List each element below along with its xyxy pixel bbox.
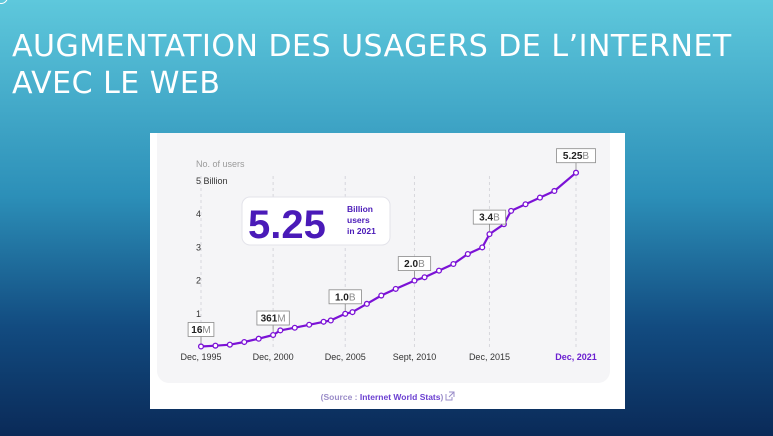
- data-point: [536, 194, 543, 201]
- data-point: [378, 292, 385, 299]
- data-point: [306, 321, 313, 328]
- data-point: [277, 327, 284, 334]
- x-tick-label: Dec, 1995: [180, 352, 221, 362]
- source-text: (Source : Internet World Stats): [321, 392, 444, 402]
- slide-title: AUGMENTATION DES USAGERS DE L’INTERNET A…: [12, 29, 732, 101]
- callout-label: 5.25B: [563, 151, 589, 162]
- chart-figure: No. of users 5 Billion 4 3 2 1 Dec, 1995 Dec, 2…: [150, 133, 625, 409]
- y-tick-label: 1: [196, 309, 201, 319]
- y-tick-label: 3: [196, 242, 201, 252]
- data-point: [197, 343, 205, 350]
- highlight-box: [241, 196, 391, 246]
- data-point: [349, 309, 356, 316]
- data-point: [435, 267, 443, 274]
- callout-box: [472, 209, 507, 225]
- callout-box: [328, 289, 362, 305]
- x-tick-label: Dec, 2021: [555, 352, 597, 362]
- y-tick-label: 4: [196, 209, 201, 219]
- callout-box: [187, 322, 215, 337]
- data-point: [392, 285, 399, 292]
- x-tick-label: Dec, 2000: [253, 352, 294, 362]
- data-point: [291, 324, 298, 331]
- data-point: [486, 231, 493, 238]
- data-point: [421, 274, 428, 281]
- data-point: [450, 260, 457, 268]
- y-tick-label: 5 Billion: [196, 176, 228, 186]
- highlight-line3: in 2021: [347, 226, 376, 236]
- highlight-value: 5.25: [248, 203, 326, 247]
- data-point: [226, 341, 233, 348]
- x-tick-label: Sept, 2010: [393, 352, 437, 362]
- callout-box: [397, 256, 432, 271]
- data-point: [255, 335, 262, 342]
- data-point: [411, 277, 418, 284]
- data-point: [522, 201, 529, 208]
- x-tick-label: Dec, 2015: [469, 352, 510, 362]
- callout-label: 16M: [191, 325, 210, 336]
- data-point: [508, 207, 515, 214]
- data-point: [212, 342, 219, 349]
- y-tick-label: 2: [196, 276, 201, 286]
- data-point: [479, 244, 486, 251]
- data-point: [327, 317, 334, 324]
- data-point: [363, 300, 370, 307]
- data-point: [572, 169, 580, 176]
- data-point: [464, 250, 471, 258]
- internet-users-chart: No. of users 5 Billion 4 3 2 1 Dec, 1995 Dec, 2…: [157, 133, 610, 402]
- callout-label: 2.0B: [404, 259, 425, 270]
- callout-box: [256, 310, 290, 326]
- external-link-icon: [445, 391, 455, 401]
- callout-label: 361M: [261, 314, 286, 325]
- y-axis-label: No. of users: [196, 159, 245, 169]
- data-point: [320, 318, 327, 325]
- data-point: [342, 310, 349, 317]
- highlight-line1: Billion: [347, 204, 373, 214]
- callout-label: 1.0B: [335, 292, 356, 303]
- x-tick-label: Dec, 2005: [325, 352, 366, 362]
- data-point: [551, 187, 558, 195]
- data-point: [241, 338, 248, 346]
- highlight-line2: users: [347, 215, 370, 225]
- data-point: [270, 331, 277, 339]
- callout-label: 3.4B: [479, 213, 500, 224]
- decorative-circle: [0, 0, 8, 4]
- callout-box: [556, 148, 596, 164]
